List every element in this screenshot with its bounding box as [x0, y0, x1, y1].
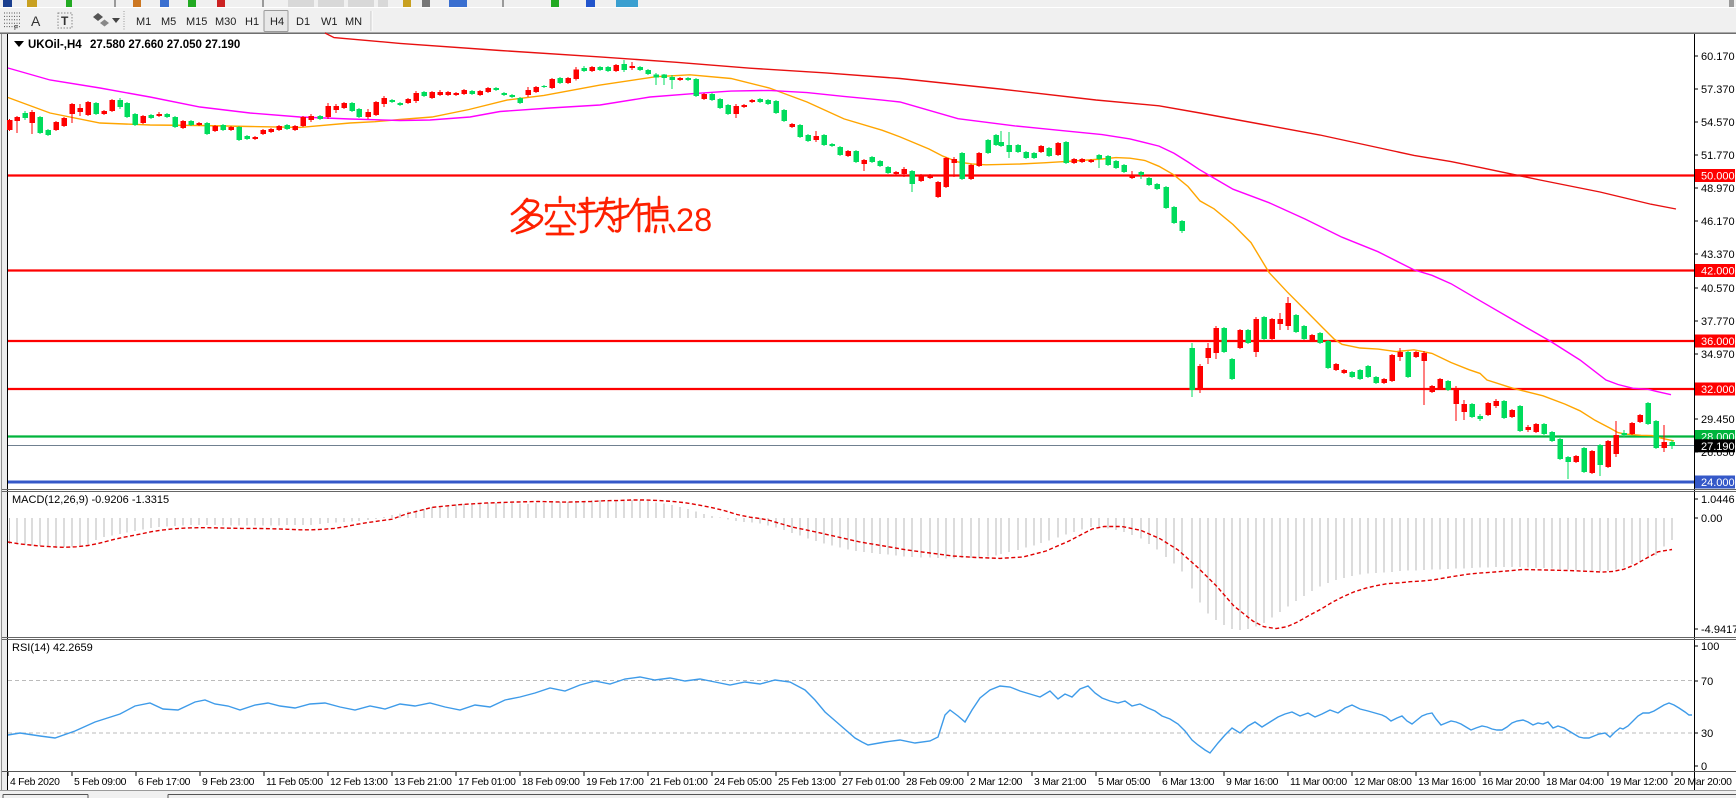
svg-text:51.770: 51.770	[1701, 150, 1735, 162]
svg-text:17 Feb 01:00: 17 Feb 01:00	[458, 777, 516, 788]
svg-text:5 Feb 09:00: 5 Feb 09:00	[74, 777, 127, 788]
svg-text:28: 28	[676, 202, 712, 238]
svg-text:13 Feb 21:00: 13 Feb 21:00	[394, 777, 452, 788]
svg-text:21 Feb 01:00: 21 Feb 01:00	[650, 777, 708, 788]
svg-text:19 Feb 17:00: 19 Feb 17:00	[586, 777, 644, 788]
svg-text:30: 30	[1701, 728, 1713, 740]
svg-text:W1: W1	[321, 16, 338, 28]
svg-text:18 Feb 09:00: 18 Feb 09:00	[522, 777, 580, 788]
svg-text:MACD(12,26,9) -0.9206 -1.3315: MACD(12,26,9) -0.9206 -1.3315	[12, 494, 169, 506]
svg-text:29.450: 29.450	[1701, 414, 1735, 426]
svg-text:24.000: 24.000	[1701, 477, 1735, 489]
svg-text:MN: MN	[345, 16, 362, 28]
svg-text:0.00: 0.00	[1701, 513, 1722, 525]
svg-text:M15: M15	[186, 16, 207, 28]
svg-text:37.770: 37.770	[1701, 316, 1735, 328]
svg-text:M1: M1	[136, 16, 151, 28]
svg-text:3 Mar 21:00: 3 Mar 21:00	[1034, 777, 1087, 788]
svg-text:40.570: 40.570	[1701, 283, 1735, 295]
svg-text:12 Feb 13:00: 12 Feb 13:00	[330, 777, 388, 788]
svg-text:RSI(14) 42.2659: RSI(14) 42.2659	[12, 642, 93, 654]
svg-text:H4: H4	[270, 16, 284, 28]
svg-text:28 Feb 09:00: 28 Feb 09:00	[906, 777, 964, 788]
svg-text:27 Feb 01:00: 27 Feb 01:00	[842, 777, 900, 788]
svg-text:T: T	[61, 14, 69, 28]
svg-text:32.000: 32.000	[1701, 384, 1735, 396]
svg-text:12 Mar 08:00: 12 Mar 08:00	[1354, 777, 1412, 788]
svg-text:9 Feb 23:00: 9 Feb 23:00	[202, 777, 255, 788]
svg-text:27.190: 27.190	[1701, 441, 1735, 453]
svg-text:19 Mar 12:00: 19 Mar 12:00	[1610, 777, 1668, 788]
svg-text:1.0446: 1.0446	[1701, 494, 1735, 506]
svg-text:27.580 27.660 27.050 27.190: 27.580 27.660 27.050 27.190	[90, 39, 240, 51]
svg-text:34.970: 34.970	[1701, 349, 1735, 361]
svg-text:36.000: 36.000	[1701, 336, 1735, 348]
svg-text:42.000: 42.000	[1701, 266, 1735, 278]
svg-text:48.970: 48.970	[1701, 183, 1735, 195]
svg-text:11 Mar 00:00: 11 Mar 00:00	[1290, 777, 1347, 788]
svg-text:25 Feb 13:00: 25 Feb 13:00	[778, 777, 836, 788]
svg-text:-4.9417: -4.9417	[1701, 624, 1736, 636]
svg-text:60.170: 60.170	[1701, 51, 1735, 63]
svg-text:20 Mar 20:00: 20 Mar 20:00	[1674, 777, 1732, 788]
svg-text:2 Mar 12:00: 2 Mar 12:00	[970, 777, 1023, 788]
svg-text:70: 70	[1701, 676, 1713, 688]
svg-text:11 Feb 05:00: 11 Feb 05:00	[266, 777, 323, 788]
svg-text:57.370: 57.370	[1701, 84, 1735, 96]
svg-text:D1: D1	[296, 16, 310, 28]
svg-text:6 Mar 13:00: 6 Mar 13:00	[1162, 777, 1215, 788]
svg-text:100: 100	[1701, 641, 1719, 653]
svg-text:50.000: 50.000	[1701, 171, 1735, 183]
svg-text:43.370: 43.370	[1701, 249, 1735, 261]
svg-text:F: F	[14, 25, 18, 32]
svg-text:6 Feb 17:00: 6 Feb 17:00	[138, 777, 191, 788]
svg-text:46.170: 46.170	[1701, 216, 1735, 228]
svg-text:16 Mar 20:00: 16 Mar 20:00	[1482, 777, 1540, 788]
svg-text:M30: M30	[215, 16, 236, 28]
svg-text:M5: M5	[161, 16, 176, 28]
svg-text:13 Mar 16:00: 13 Mar 16:00	[1418, 777, 1476, 788]
svg-text:H1: H1	[245, 16, 259, 28]
svg-text:54.570: 54.570	[1701, 117, 1735, 129]
svg-text:UKOil-,H4: UKOil-,H4	[28, 39, 82, 51]
svg-text:18 Mar 04:00: 18 Mar 04:00	[1546, 777, 1604, 788]
svg-text:4 Feb 2020: 4 Feb 2020	[10, 777, 60, 788]
svg-text:0: 0	[1701, 761, 1707, 773]
svg-text:5 Mar 05:00: 5 Mar 05:00	[1098, 777, 1151, 788]
svg-text:24 Feb 05:00: 24 Feb 05:00	[714, 777, 772, 788]
svg-text:A: A	[31, 13, 41, 29]
svg-text:9 Mar 16:00: 9 Mar 16:00	[1226, 777, 1279, 788]
